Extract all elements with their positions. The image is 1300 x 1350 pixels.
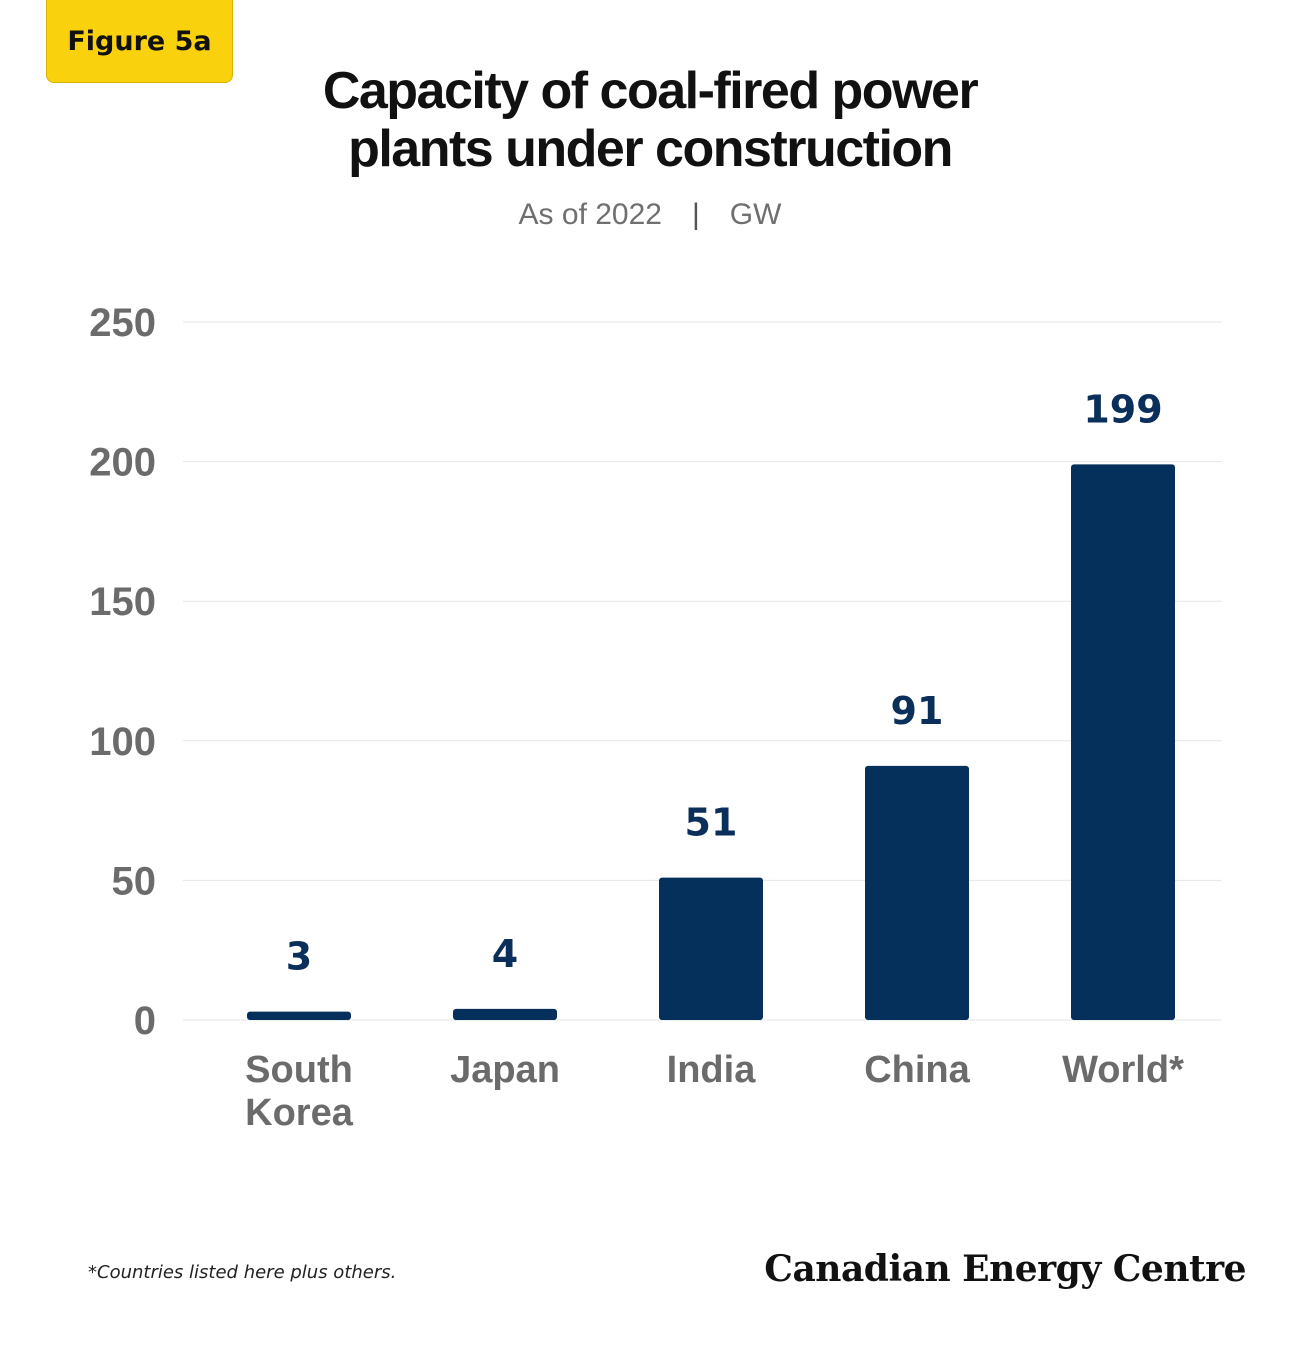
y-tick-label: 50 [112, 859, 157, 903]
y-tick-label: 150 [89, 580, 156, 624]
y-tick-label: 200 [89, 441, 156, 485]
title-line-2: plants under construction [348, 120, 953, 178]
subtitle-date: As of 2022 [518, 198, 662, 231]
x-tick-label: India [667, 1049, 757, 1091]
data-label: 51 [685, 801, 738, 845]
x-tick-label: Japan [450, 1049, 560, 1091]
bar [1071, 464, 1175, 1021]
data-label: 3 [286, 935, 312, 979]
subtitle-separator: | [691, 198, 700, 231]
subtitle-unit: GW [729, 198, 782, 231]
x-tick-label: China [864, 1049, 970, 1091]
x-tick-label: South [245, 1049, 353, 1091]
data-label: 4 [492, 932, 518, 976]
brand-logo: Canadian Energy Centre [764, 1248, 1246, 1290]
chart-subtitle: As of 2022 | GW [0, 198, 1300, 232]
title-line-1: Capacity of coal-fired power [322, 62, 979, 120]
y-tick-label: 250 [89, 301, 156, 345]
data-label: 91 [891, 689, 944, 733]
chart-title: Capacity of coal-fired power plants unde… [0, 62, 1300, 178]
data-label: 199 [1083, 387, 1162, 431]
bar [865, 765, 969, 1020]
bar [247, 1011, 351, 1020]
x-tick-label: World* [1062, 1049, 1184, 1091]
y-tick-label: 100 [89, 720, 156, 764]
bar [453, 1008, 557, 1020]
y-tick-label: 0 [134, 999, 156, 1043]
x-tick-label: Korea [245, 1092, 354, 1134]
figure-badge: Figure 5a [46, 0, 233, 83]
footnote: *Countries listed here plus others. [88, 1262, 397, 1283]
bar [659, 877, 763, 1020]
